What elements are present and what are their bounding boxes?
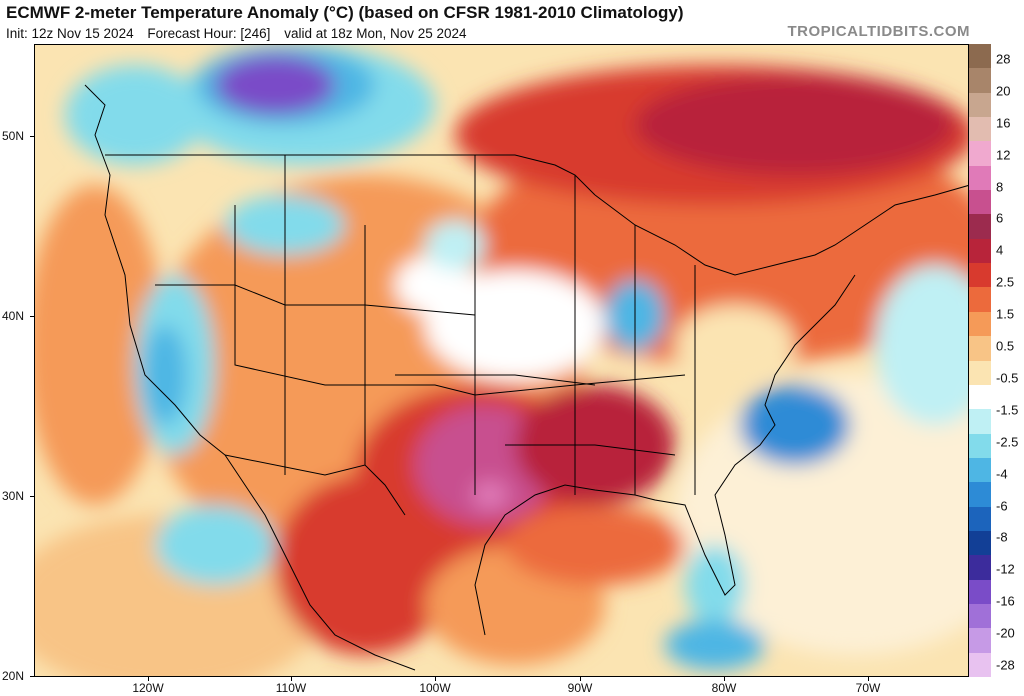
legend-label: 28 — [996, 51, 1011, 67]
legend-swatch — [969, 214, 991, 240]
legend-label: -8 — [996, 529, 1008, 545]
legend-swatch — [969, 360, 991, 386]
legend-swatch — [969, 141, 991, 167]
legend-swatch — [969, 603, 991, 629]
legend-label: 4 — [996, 242, 1004, 258]
legend-swatch — [969, 506, 991, 532]
legend-swatch — [969, 555, 991, 581]
color-legend — [969, 44, 991, 678]
lat-tick — [30, 316, 35, 317]
legend-swatch — [969, 92, 991, 118]
lon-label-120w: 120W — [132, 681, 164, 695]
legend-swatch — [969, 311, 991, 337]
lat-label-40n: 40N — [2, 309, 25, 323]
legend-swatch — [969, 68, 991, 94]
lon-tick — [724, 676, 725, 681]
legend-label: 16 — [996, 115, 1011, 131]
lat-tick — [30, 136, 35, 137]
lon-label-70w: 70W — [855, 681, 881, 695]
legend-label: 1.5 — [996, 306, 1015, 322]
borders — [84, 84, 968, 671]
legend-swatch — [969, 652, 991, 678]
legend-swatch — [969, 628, 991, 654]
legend-label: -6 — [996, 498, 1008, 514]
legend-swatch — [969, 579, 991, 605]
legend-label: -1.5 — [996, 402, 1019, 418]
chart-title: ECMWF 2-meter Temperature Anomaly (°C) (… — [6, 3, 684, 22]
map-canvas — [35, 45, 968, 676]
legend-swatch — [969, 384, 991, 410]
forecast-info: Init: 12z Nov 15 2024 Forecast Hour: [24… — [6, 26, 477, 41]
lon-tick — [580, 676, 581, 681]
legend-swatch — [969, 482, 991, 508]
legend-label: -4 — [996, 466, 1008, 482]
legend-label: 12 — [996, 147, 1011, 163]
forecast-hour: Forecast Hour: [246] — [147, 26, 271, 41]
lon-label-90w: 90W — [567, 681, 593, 695]
legend-label: 0.5 — [996, 338, 1015, 354]
lat-label-20n: 20N — [2, 669, 25, 683]
legend-label: 2.5 — [996, 274, 1015, 290]
legend-label: -12 — [996, 561, 1015, 577]
lon-tick — [148, 676, 149, 681]
legend-swatch — [969, 263, 991, 288]
lon-label-80w: 80W — [711, 681, 737, 695]
lon-label-110w: 110W — [275, 681, 307, 695]
legend-swatch — [969, 287, 991, 313]
init-time: Init: 12z Nov 15 2024 — [6, 26, 134, 41]
legend-swatch — [969, 457, 991, 483]
lon-tick — [868, 676, 869, 681]
anomaly-map — [34, 44, 969, 677]
legend-swatch — [969, 238, 991, 264]
legend-swatch — [969, 44, 991, 69]
legend-label: -28 — [996, 657, 1015, 673]
legend-label: -0.5 — [996, 370, 1019, 386]
lat-tick — [30, 496, 35, 497]
legend-label: 20 — [996, 83, 1011, 99]
lat-label-30n: 30N — [2, 489, 25, 503]
legend-label: 8 — [996, 179, 1004, 195]
lon-label-100w: 100W — [419, 681, 451, 695]
lat-label-50n: 50N — [2, 129, 25, 143]
lon-tick — [435, 676, 436, 681]
anomaly-field — [35, 45, 968, 676]
lon-tick — [291, 676, 292, 681]
legend-label: -20 — [996, 625, 1015, 641]
valid-time: valid at 18z Mon, Nov 25 2024 — [284, 26, 467, 41]
legend-label: -16 — [996, 593, 1015, 609]
lat-tick — [30, 676, 35, 677]
legend-swatch — [969, 336, 991, 361]
legend-swatch — [969, 409, 991, 435]
legend-swatch — [969, 190, 991, 215]
legend-swatch — [969, 433, 991, 459]
legend-swatch — [969, 165, 991, 191]
legend-label: 6 — [996, 210, 1004, 226]
legend-label: -2.5 — [996, 434, 1019, 450]
legend-swatch — [969, 117, 991, 142]
brand-watermark: TROPICALTIDBITS.COM — [787, 23, 970, 40]
legend-swatch — [969, 530, 991, 556]
